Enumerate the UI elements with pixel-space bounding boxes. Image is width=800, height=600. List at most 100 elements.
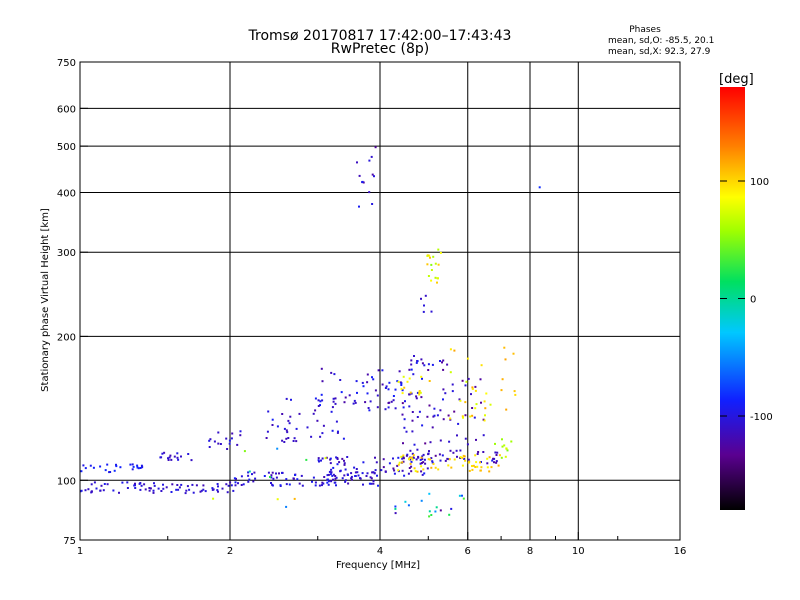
- data-point: [422, 310, 425, 313]
- data-point: [312, 412, 315, 415]
- y-tick-label: 500: [57, 142, 76, 153]
- data-point: [129, 463, 132, 466]
- data-point: [348, 394, 351, 397]
- data-point: [325, 456, 328, 459]
- data-point: [254, 477, 257, 480]
- data-point: [451, 383, 454, 386]
- data-point: [175, 488, 178, 491]
- data-point: [424, 442, 427, 445]
- data-point: [410, 456, 413, 459]
- data-point: [401, 402, 404, 405]
- data-point: [90, 490, 93, 493]
- data-point: [139, 488, 142, 491]
- data-point: [358, 205, 360, 208]
- data-point: [483, 419, 486, 422]
- data-point: [115, 463, 117, 466]
- data-point: [162, 483, 164, 486]
- data-point: [504, 455, 507, 458]
- data-point: [374, 469, 377, 472]
- data-point: [332, 397, 335, 400]
- data-point: [265, 437, 268, 439]
- data-point: [402, 457, 405, 460]
- data-point: [343, 462, 346, 465]
- data-point: [289, 415, 292, 418]
- data-point: [392, 457, 394, 460]
- data-point: [448, 513, 451, 516]
- data-point: [285, 397, 288, 400]
- data-point: [430, 310, 433, 313]
- data-point: [434, 454, 437, 457]
- data-point: [461, 415, 464, 418]
- data-point: [292, 477, 295, 480]
- data-point: [160, 490, 163, 492]
- data-point: [170, 491, 173, 493]
- data-point: [301, 484, 304, 487]
- data-point: [233, 477, 236, 480]
- data-point: [106, 463, 109, 466]
- data-point: [403, 386, 406, 389]
- data-point: [330, 371, 333, 374]
- data-point: [281, 413, 284, 415]
- data-point: [490, 466, 493, 469]
- data-point: [278, 472, 280, 475]
- data-point: [310, 435, 313, 438]
- data-point: [421, 455, 424, 458]
- data-point: [211, 487, 214, 490]
- grid-lines: [80, 62, 680, 540]
- data-point: [401, 457, 404, 460]
- data-point: [420, 462, 423, 464]
- data-point: [385, 385, 388, 388]
- data-point: [421, 424, 424, 427]
- data-point: [160, 456, 163, 459]
- data-point: [332, 400, 335, 403]
- data-point: [329, 457, 332, 460]
- data-point: [271, 483, 274, 486]
- data-point: [321, 399, 324, 402]
- data-point: [428, 254, 431, 257]
- data-point: [446, 457, 449, 460]
- data-point: [84, 467, 87, 470]
- data-point: [247, 471, 250, 474]
- colorbar-tick-label: 0: [750, 295, 756, 306]
- data-point: [149, 487, 152, 490]
- x-axis-ticks: 1 2 4 6 8 10 16: [77, 532, 686, 557]
- x-axis-label: Frequency [MHz]: [336, 560, 420, 571]
- data-point: [92, 466, 95, 469]
- data-point: [494, 442, 496, 445]
- data-point: [486, 462, 489, 465]
- data-point: [475, 461, 478, 464]
- data-point: [361, 180, 364, 183]
- data-point: [285, 429, 288, 432]
- data-point: [217, 490, 219, 493]
- data-point: [93, 481, 96, 484]
- data-point: [403, 426, 406, 429]
- data-point: [476, 465, 479, 468]
- data-point: [450, 507, 453, 510]
- data-point: [491, 459, 494, 462]
- data-point: [330, 471, 333, 474]
- data-point: [439, 360, 441, 362]
- data-point: [287, 419, 290, 422]
- data-point: [448, 458, 451, 461]
- data-point: [188, 488, 191, 491]
- data-point: [82, 464, 85, 467]
- data-point: [286, 431, 289, 434]
- data-point: [326, 478, 329, 481]
- data-point: [429, 441, 432, 444]
- data-point: [470, 393, 472, 396]
- data-point: [422, 453, 425, 456]
- data-point: [394, 507, 397, 510]
- data-point: [400, 384, 403, 386]
- data-point: [332, 473, 335, 476]
- data-point: [113, 469, 116, 472]
- data-point: [371, 376, 373, 379]
- data-point: [317, 399, 320, 402]
- data-point: [434, 466, 437, 469]
- data-point: [352, 402, 355, 405]
- data-point: [461, 379, 464, 382]
- data-point: [430, 269, 433, 271]
- data-point: [276, 447, 279, 450]
- data-point: [471, 414, 474, 417]
- data-point: [437, 277, 439, 280]
- data-point: [370, 482, 373, 485]
